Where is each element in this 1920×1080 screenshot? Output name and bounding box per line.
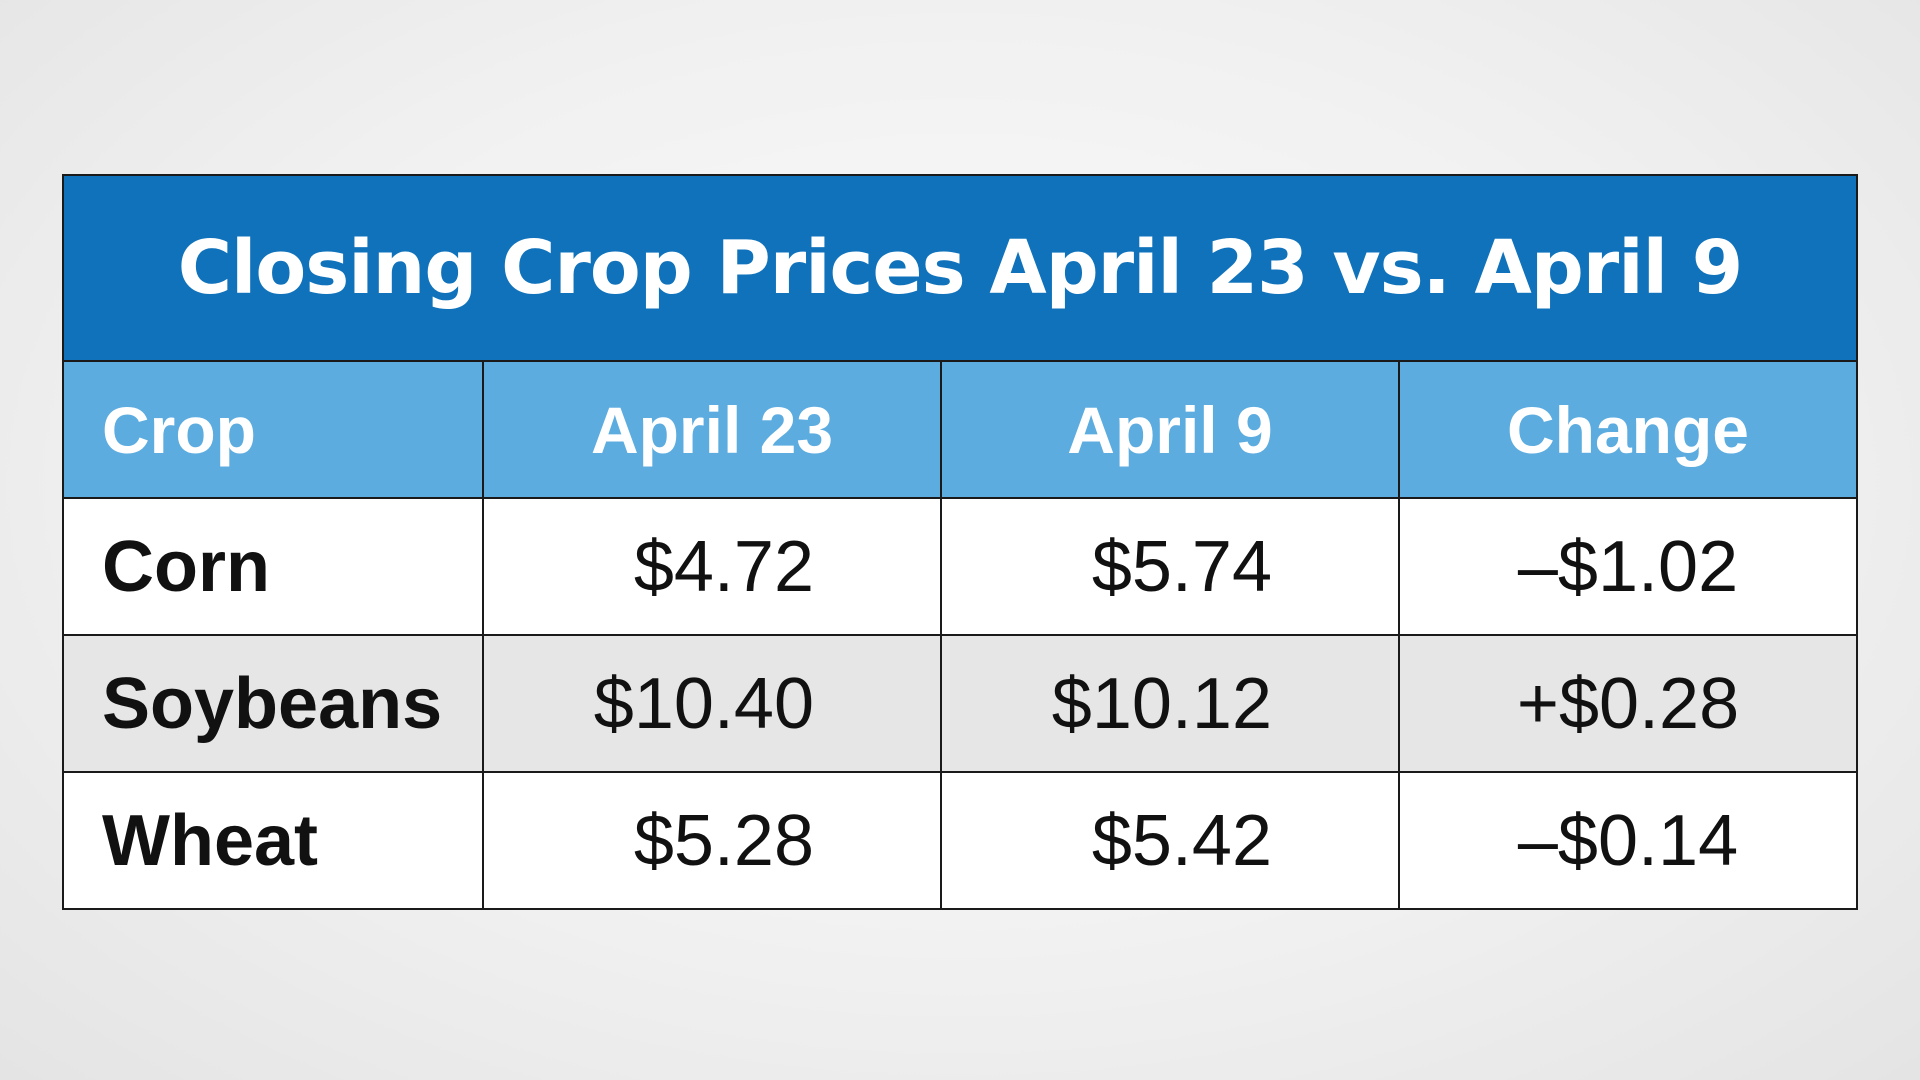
april-9-price-cell: $10.12 bbox=[940, 634, 1400, 773]
column-header-crop: Crop bbox=[62, 360, 484, 499]
column-header-change: Change bbox=[1397, 360, 1859, 499]
table-title: Closing Crop Prices April 23 vs. April 9 bbox=[61, 174, 1859, 362]
table-row: Wheat $5.28 $5.42 –$0.14 bbox=[62, 771, 1859, 910]
crop-price-table: Closing Crop Prices April 23 vs. April 9… bbox=[61, 174, 1859, 910]
crop-name-cell: Corn bbox=[62, 497, 484, 636]
change-cell: +$0.28 bbox=[1397, 634, 1859, 773]
april-23-price-cell: $5.28 bbox=[482, 771, 942, 910]
column-header-row: Crop April 23 April 9 Change bbox=[62, 360, 1859, 499]
change-cell: –$0.14 bbox=[1397, 771, 1859, 910]
change-cell: –$1.02 bbox=[1397, 497, 1859, 636]
april-23-price-cell: $10.40 bbox=[482, 634, 942, 773]
april-9-price-cell: $5.74 bbox=[940, 497, 1400, 636]
table-row: Corn $4.72 $5.74 –$1.02 bbox=[62, 497, 1859, 636]
table-row: Soybeans $10.40 $10.12 +$0.28 bbox=[62, 634, 1859, 773]
crop-name-cell: Soybeans bbox=[62, 634, 484, 773]
column-header-april-9: April 9 bbox=[940, 360, 1400, 499]
column-header-april-23: April 23 bbox=[482, 360, 942, 499]
crop-name-cell: Wheat bbox=[62, 771, 484, 910]
april-9-price-cell: $5.42 bbox=[940, 771, 1400, 910]
april-23-price-cell: $4.72 bbox=[482, 497, 942, 636]
